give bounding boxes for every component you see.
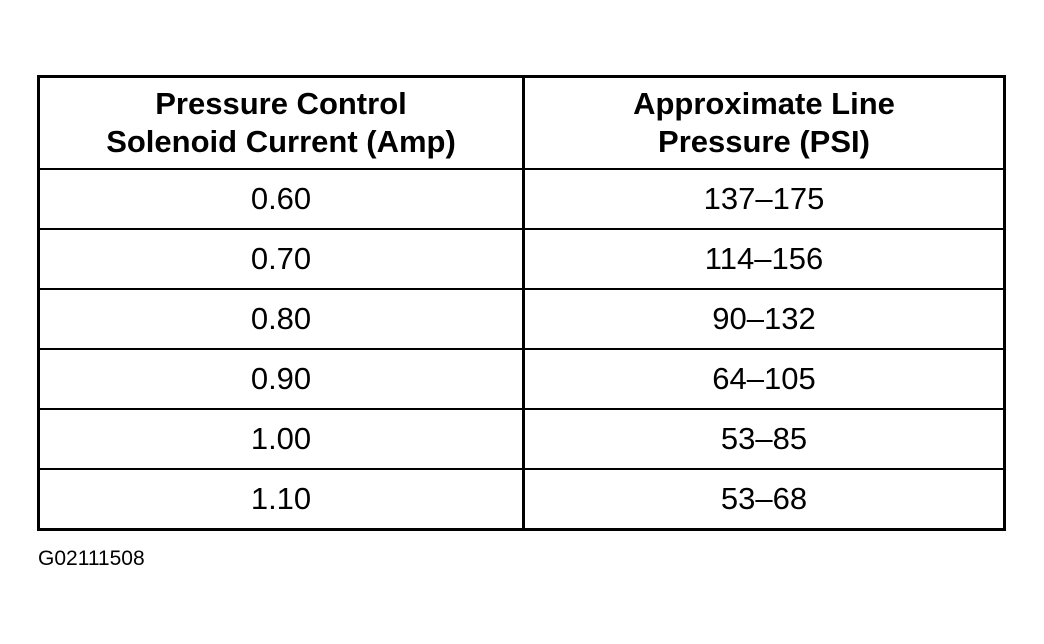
header-line: Solenoid Current (Amp) [106,124,456,159]
table-row: 0.60 137–175 [37,168,1006,230]
table-header: Pressure Control Solenoid Current (Amp) … [37,75,1006,170]
current-cell: 0.80 [37,288,525,350]
table-row: 0.90 64–105 [37,348,1006,410]
current-cell: 0.60 [37,168,525,230]
table-row: 0.70 114–156 [37,228,1006,290]
table-row: 1.00 53–85 [37,408,1006,470]
header-line: Approximate Line [633,86,895,121]
header-line: Pressure (PSI) [658,124,870,159]
header-row: Pressure Control Solenoid Current (Amp) … [37,75,1006,170]
table-row: 0.80 90–132 [37,288,1006,350]
pressure-cell: 90–132 [522,288,1006,350]
current-cell: 1.00 [37,408,525,470]
table-row: 1.10 53–68 [37,468,1006,531]
header-line: Pressure Control [155,86,407,121]
current-cell: 0.70 [37,228,525,290]
pressure-table: Pressure Control Solenoid Current (Amp) … [37,75,1006,531]
figure-id: G02111508 [38,547,145,570]
pressure-cell: 53–85 [522,408,1006,470]
current-cell: 1.10 [37,468,525,531]
header-cell: Pressure Control Solenoid Current (Amp) [37,75,525,170]
pressure-cell: 53–68 [522,468,1006,531]
pressure-cell: 114–156 [522,228,1006,290]
pressure-cell: 64–105 [522,348,1006,410]
pressure-cell: 137–175 [522,168,1006,230]
header-cell: Approximate Line Pressure (PSI) [522,75,1006,170]
current-cell: 0.90 [37,348,525,410]
table-body: 0.60 137–175 0.70 114–156 0.80 90–132 0.90 64–1… [37,168,1006,531]
